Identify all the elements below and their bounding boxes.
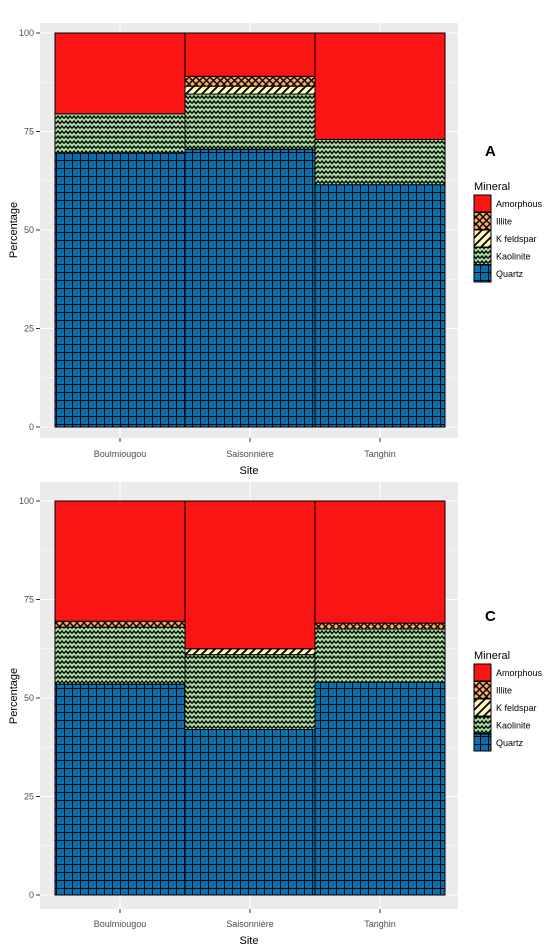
legend-label: Amorphous [496,199,543,209]
legend-item-amorphous: Amorphous [473,194,543,213]
panel-label: C [485,608,496,625]
bar-segment-tanghin-quartz [314,681,446,896]
legend-key-kaolinite [473,247,492,265]
legend-item-amorphous: Amorphous [473,663,543,682]
y-tick-label: 25 [24,792,34,802]
legend-key-illite [473,212,492,230]
legend-label: Amorphous [496,668,543,678]
bar-segment-boulmiougou-amorphous [54,500,186,622]
bar-segment-boulmiougou-kaolinite [54,626,186,685]
bar-segment-tanghin-quartz [314,184,446,428]
legend-item-illite: Illite [473,212,512,230]
x-tick-labels: Boulmiougou Saisonnière Tanghin [94,438,396,459]
x-tick-label-saisonniere: Saisonnière [226,449,274,459]
legend-item-quartz: Quartz [473,264,524,283]
legend-label: Illite [496,686,512,696]
bar-segment-tanghin-illite [314,622,446,630]
y-tick-labels: 0 25 50 75 100 [19,496,40,900]
chart-panel-a: 0 25 50 75 100 Boulmiougou Saisonnière Tanghin… [8,23,543,477]
y-tick-label: 100 [19,496,34,506]
legend-item-kaolinite: Kaolinite [473,716,531,734]
legend-key-k-feldspar [473,229,492,248]
legend-title: Mineral [474,650,510,662]
legend-key-k-feldspar [473,698,492,717]
y-tick-label: 75 [24,127,34,137]
bar-segment-tanghin-amorphous [314,500,446,624]
x-tick-label-boulmiougou: Boulmiougou [94,919,147,929]
x-tick-labels: Boulmiougou Saisonnière Tanghin [94,909,396,929]
bar-segment-tanghin-kaolinite [314,138,446,186]
legend: Mineral Amorphous Illite K feldspar Kaolini… [473,181,543,283]
legend-label: K feldspar [496,234,537,244]
y-tick-label: 100 [19,28,34,38]
y-axis-title: Percentage [8,668,20,724]
bar-segment-saisonniere-amorphous [184,32,316,77]
bar-segment-tanghin-kaolinite [314,628,446,683]
bars [54,500,446,896]
legend-item-kaolinite: Kaolinite [473,247,531,265]
legend-items: Amorphous Illite K feldspar Kaolinite Quartz [473,663,543,752]
legend-key-kaolinite [473,716,492,734]
bar-segment-boulmiougou-illite [54,620,186,628]
bar-segment-saisonniere-quartz [184,148,316,428]
legend-items: Amorphous Illite K feldspar Kaolinite Quartz [473,194,543,283]
legend-item-k-feldspar: K feldspar [473,698,537,717]
x-tick-label-tanghin: Tanghin [364,449,396,459]
bar-segment-boulmiougou-amorphous [54,32,186,115]
y-axis-title: Percentage [8,202,20,258]
y-tick-label: 75 [24,595,34,605]
legend-label: K feldspar [496,703,537,713]
x-tick-label-tanghin: Tanghin [364,919,396,929]
legend-key-quartz [473,733,492,752]
legend: Mineral Amorphous Illite K feldspar Kaolini… [473,650,543,752]
legend-key-illite [473,681,492,699]
x-tick-label-boulmiougou: Boulmiougou [94,449,147,459]
x-axis-title: Site [240,935,259,947]
bar-segment-saisonniere-illite [184,75,316,87]
legend-key-amorphous [473,194,492,213]
chart-panel-c: 0 25 50 75 100 Boulmiougou Saisonnière Tanghin… [8,482,543,947]
legend-item-quartz: Quartz [473,733,524,752]
bar-segment-saisonniere-k-feldspar [184,85,316,95]
bar-segment-saisonniere-k-feldspar [184,648,316,656]
bar-segment-saisonniere-quartz [184,729,316,896]
y-tick-label: 0 [29,890,34,900]
legend-title: Mineral [474,181,510,193]
bar-segment-boulmiougou-quartz [54,683,186,896]
legend-key-amorphous [473,663,492,682]
legend-item-illite: Illite [473,681,512,699]
bars [54,32,446,428]
legend-key-quartz [473,264,492,283]
y-tick-label: 0 [29,422,34,432]
y-tick-label: 25 [24,324,34,334]
legend-label: Kaolinite [496,721,531,731]
y-tick-label: 50 [24,225,34,235]
x-tick-label-saisonniere: Saisonnière [226,919,274,929]
legend-label: Quartz [496,738,524,748]
legend-label: Quartz [496,269,524,279]
bar-segment-tanghin-amorphous [314,32,446,140]
bar-segment-boulmiougou-kaolinite [54,113,186,154]
panel-label: A [485,143,496,160]
bar-segment-saisonniere-kaolinite [184,654,316,731]
x-axis-title: Site [240,465,259,477]
legend-label: Kaolinite [496,252,531,262]
legend-item-k-feldspar: K feldspar [473,229,537,248]
y-tick-label: 50 [24,693,34,703]
bar-segment-boulmiougou-quartz [54,152,186,428]
y-tick-labels: 0 25 50 75 100 [19,28,40,432]
legend-label: Illite [496,217,512,227]
bar-segment-saisonniere-amorphous [184,500,316,650]
bar-segment-saisonniere-kaolinite [184,93,316,150]
